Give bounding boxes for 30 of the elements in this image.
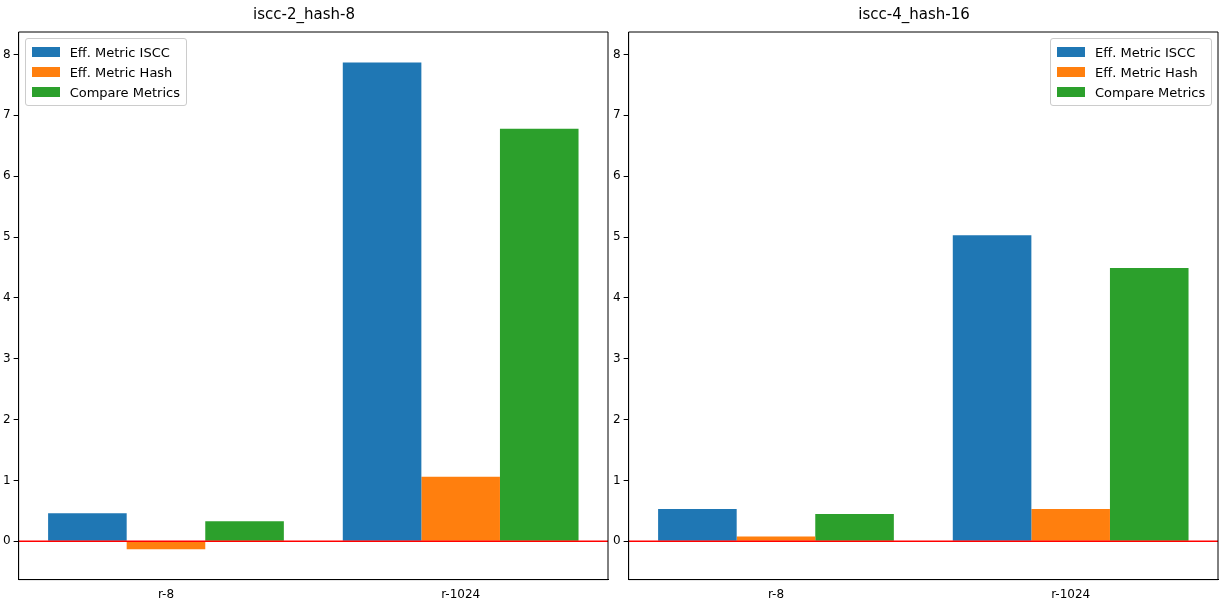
legend-label: Compare Metrics <box>69 84 180 100</box>
y-tick-label: 2 <box>612 411 621 426</box>
x-tick-label: r-8 <box>767 586 785 601</box>
y-tick-label: 4 <box>2 290 11 305</box>
y-tick-label: 7 <box>612 107 621 122</box>
legend-label: Eff. Metric Hash <box>69 64 173 80</box>
y-tick-label: 7 <box>2 107 11 122</box>
y-tick-label: 5 <box>612 229 621 244</box>
legend-label: Eff. Metric ISCC <box>1095 44 1196 60</box>
x-tick-label: r-1024 <box>1051 586 1091 601</box>
legend-label: Eff. Metric ISCC <box>69 44 170 60</box>
y-tick-label: 4 <box>612 290 621 305</box>
y-tick-label: 1 <box>612 472 621 487</box>
y-tick-label: 8 <box>2 46 11 61</box>
y-tick-label: 5 <box>2 229 11 244</box>
y-tick-label: 3 <box>612 350 621 365</box>
legend-label: Compare Metrics <box>1095 84 1206 100</box>
y-tick-label: 6 <box>2 168 11 183</box>
y-tick-label: 0 <box>2 533 11 548</box>
y-tick-label: 6 <box>612 168 621 183</box>
chart-title: iscc-4_hash-16 <box>858 4 970 24</box>
legend-label: Eff. Metric Hash <box>1095 64 1198 80</box>
x-tick-label: r-1024 <box>441 586 481 601</box>
y-tick-label: 8 <box>612 46 621 61</box>
y-tick-label: 0 <box>612 533 621 548</box>
y-tick-label: 2 <box>2 411 11 426</box>
chart-title: iscc-2_hash-8 <box>253 4 355 24</box>
y-tick-label: 1 <box>2 472 11 487</box>
y-tick-label: 3 <box>2 350 11 365</box>
x-tick-label: r-8 <box>157 586 175 601</box>
